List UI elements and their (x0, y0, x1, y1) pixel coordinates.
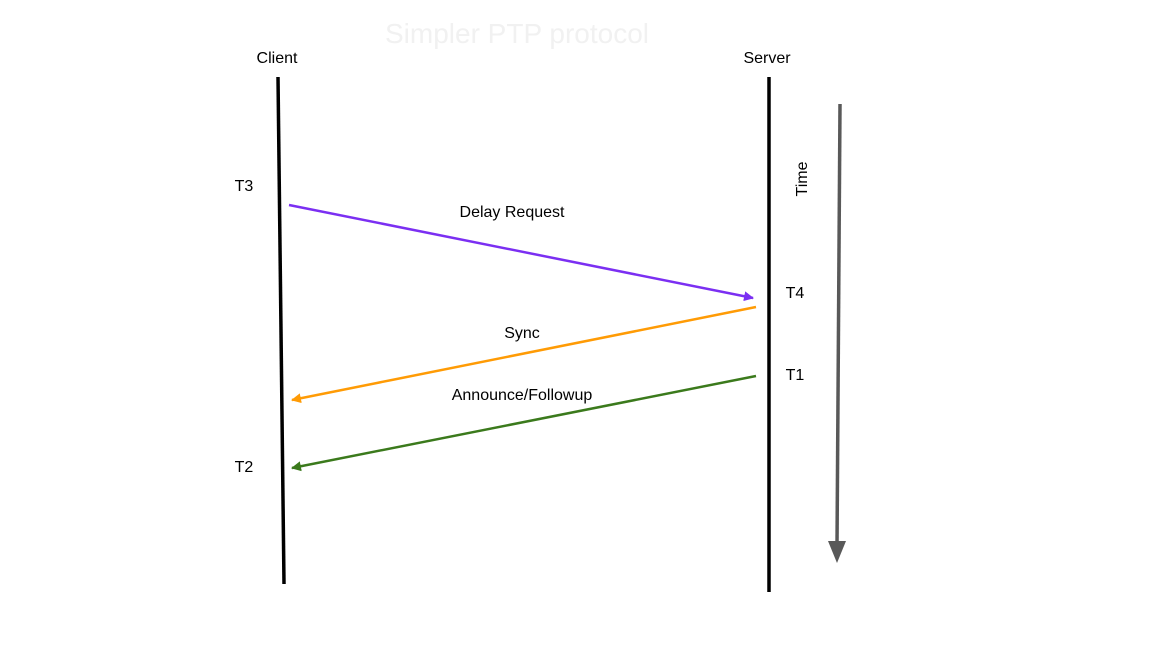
timestamp-t2: T2 (235, 459, 254, 476)
timestamp-t3: T3 (235, 178, 254, 195)
time-axis-arrow (835, 103, 842, 547)
announce-followup-arrow (291, 374, 757, 472)
participant-server-label: Server (743, 50, 791, 67)
participant-client-label: Client (257, 50, 298, 67)
client-lifeline (276, 76, 286, 585)
delay-request-arrow (288, 203, 754, 302)
sync-arrow (291, 305, 757, 404)
diagram-title: Simpler PTP protocol (385, 18, 649, 49)
time-axis-arrowhead (828, 541, 846, 563)
timestamp-t1: T1 (786, 367, 805, 384)
delay-request-label: Delay Request (460, 204, 566, 221)
announce-followup-label: Announce/Followup (452, 387, 593, 404)
time-axis-label: Time (794, 161, 811, 196)
sync-label: Sync (504, 325, 540, 342)
timestamp-t4: T4 (786, 285, 805, 302)
